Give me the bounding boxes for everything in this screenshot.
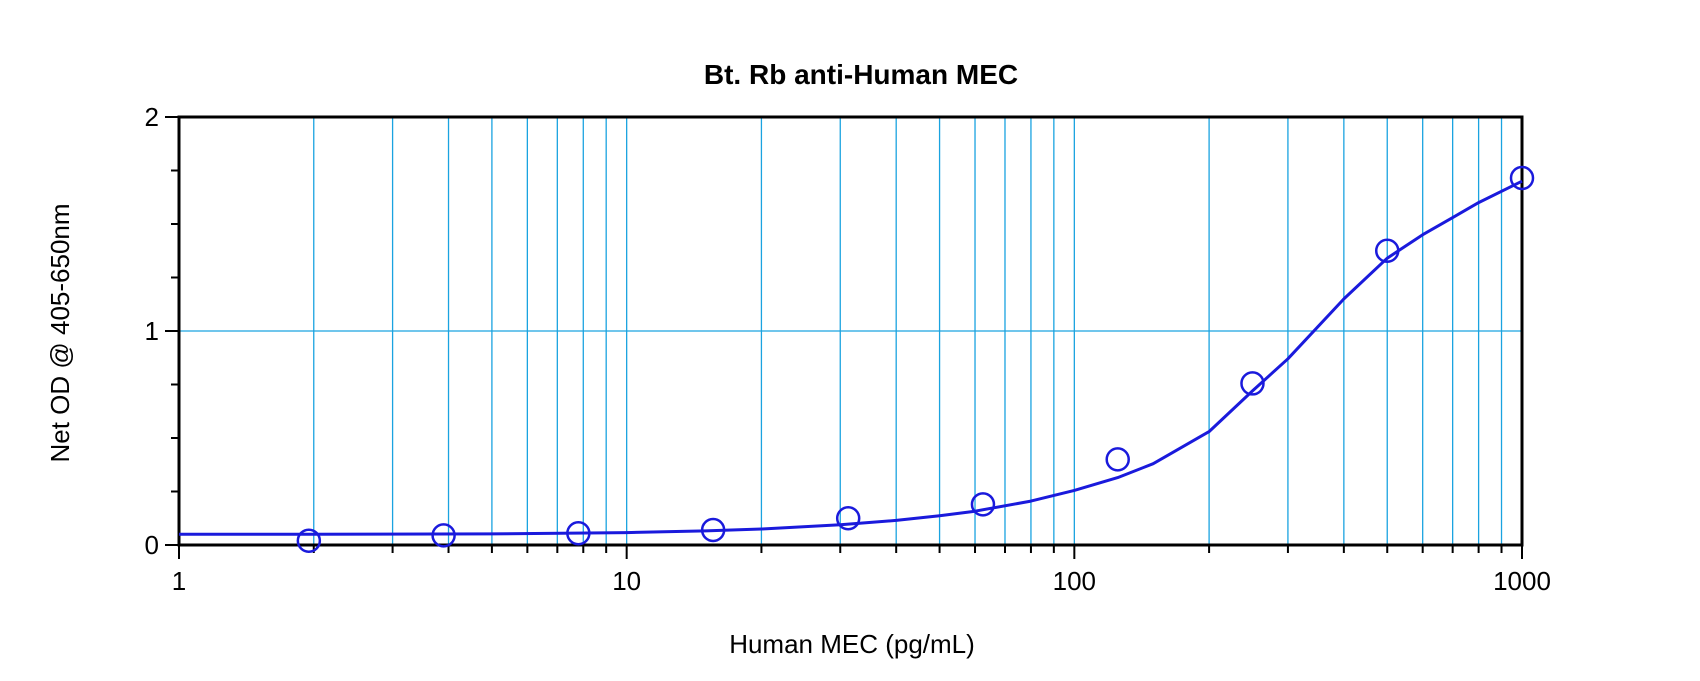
data-point-marker [1105,447,1130,472]
y-axis-label: Net OD @ 405-650nm [45,203,75,462]
data-point-marker [296,528,322,553]
data-point-marker [700,517,726,543]
data-point-marker [1240,371,1265,396]
data-point-marker [835,506,861,531]
data-point-marker [1374,238,1400,263]
x-axis-label: Human MEC (pg/mL) [729,629,975,659]
x-tick-label: 1000 [1493,566,1551,596]
fitted-curve-line [179,179,1523,536]
x-tick-label: 100 [1053,566,1096,596]
data-point-marker [970,492,996,517]
y-tick-label: 1 [145,316,159,346]
curve-layer [179,179,1523,536]
x-tick-label: 10 [612,566,641,596]
chart-title: Bt. Rb anti-Human MEC [704,59,1018,90]
x-tick-label: 1 [172,566,186,596]
data-point-marker [431,523,456,548]
grid-layer [179,117,1522,545]
y-tick-label: 0 [145,530,159,560]
data-point-marker [566,520,591,546]
data-point-marker [1509,165,1535,191]
marker-layer [296,165,1535,553]
y-tick-label: 2 [145,102,159,132]
